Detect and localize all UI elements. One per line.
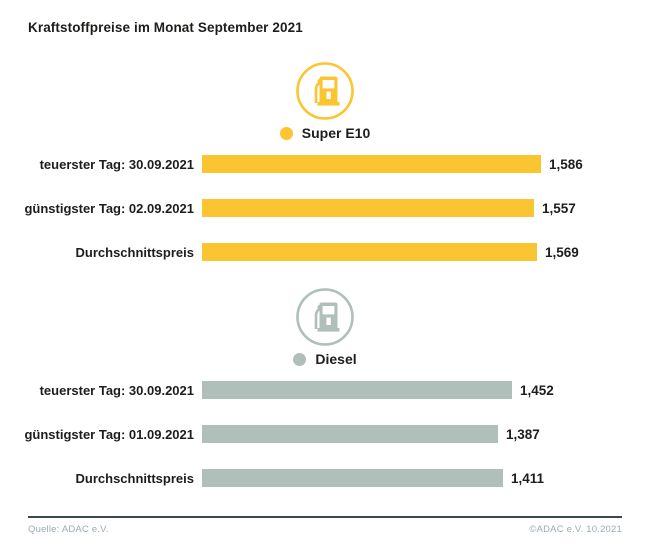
source-text: Quelle: ADAC e.V. (28, 524, 109, 535)
bar-row: teuerster Tag: 30.09.2021 1,452 (0, 381, 650, 399)
value-label: 1,569 (545, 244, 579, 260)
fuel-pump-icon (295, 61, 355, 121)
bar (202, 469, 503, 487)
value-label: 1,452 (520, 382, 554, 398)
fuel-pump-icon (295, 287, 355, 347)
page-title: Kraftstoffpreise im Monat September 2021 (28, 20, 303, 35)
section-super-e10: Super E10 teuerster Tag: 30.09.2021 1,586… (0, 61, 650, 261)
bar (202, 155, 541, 173)
category-label: günstigster Tag: 02.09.2021 (24, 200, 194, 216)
bar-row: Durchschnittspreis 1,569 (0, 243, 650, 261)
bar (202, 199, 534, 217)
legend-dot (293, 352, 307, 366)
category-label: Durchschnittspreis (75, 470, 194, 486)
bar-row: Durchschnittspreis 1,411 (0, 469, 650, 487)
legend-diesel: Diesel (0, 351, 650, 367)
value-label: 1,586 (549, 156, 583, 172)
bar-rows-diesel: teuerster Tag: 30.09.2021 1,452 günstigste… (0, 381, 650, 487)
section-diesel: Diesel teuerster Tag: 30.09.2021 1,452 gün… (0, 287, 650, 487)
footer-divider (28, 516, 622, 518)
category-label: teuerster Tag: 30.09.2021 (39, 156, 194, 172)
category-label: günstigster Tag: 01.09.2021 (24, 426, 194, 442)
legend-dot (279, 126, 293, 140)
value-label: 1,387 (506, 426, 540, 442)
value-label: 1,411 (511, 470, 545, 486)
value-label: 1,557 (542, 200, 576, 216)
footer: Quelle: ADAC e.V. ©ADAC e.V. 10.2021 (28, 524, 622, 535)
bar-row: günstigster Tag: 01.09.2021 1,387 (0, 425, 650, 443)
bar (202, 425, 498, 443)
bar (202, 243, 537, 261)
copyright-text: ©ADAC e.V. 10.2021 (529, 524, 622, 535)
legend-label: Diesel (315, 351, 357, 367)
bar (202, 381, 512, 399)
bar-rows-super-e10: teuerster Tag: 30.09.2021 1,586 günstigste… (0, 155, 650, 261)
bar-row: teuerster Tag: 30.09.2021 1,586 (0, 155, 650, 173)
legend-label: Super E10 (301, 125, 371, 141)
legend-super-e10: Super E10 (0, 125, 650, 141)
category-label: Durchschnittspreis (75, 244, 194, 260)
bar-row: günstigster Tag: 02.09.2021 1,557 (0, 199, 650, 217)
category-label: teuerster Tag: 30.09.2021 (39, 382, 194, 398)
